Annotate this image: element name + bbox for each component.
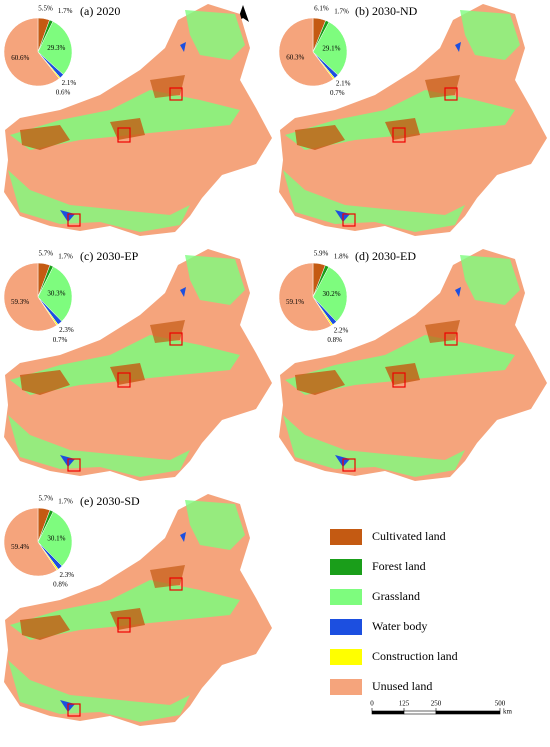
pie-slice — [3, 17, 60, 87]
legend-swatch — [330, 679, 362, 695]
panel-title: (c) 2030-EP — [80, 249, 139, 263]
legend-label: Construction land — [372, 649, 458, 663]
pie-label: 2.3% — [59, 571, 74, 579]
pie-slice — [312, 266, 348, 322]
pie-label: 5.5% — [38, 4, 53, 12]
pie-slice — [278, 262, 332, 332]
scale-label: 125 — [399, 700, 410, 708]
pie-label: 0.7% — [330, 89, 345, 97]
pie-label: 1.8% — [334, 253, 349, 261]
pie-slice — [37, 266, 73, 322]
pie-label: 1.7% — [58, 497, 73, 505]
scale-unit: km — [503, 708, 513, 716]
legend-label: Forest land — [372, 559, 426, 573]
scale-segment — [403, 710, 437, 715]
pie-slice — [3, 507, 58, 577]
panel-title: (e) 2030-SD — [80, 494, 140, 508]
pie-label: 30.2% — [322, 290, 340, 298]
pie-label: 59.3% — [11, 298, 29, 306]
panel-title: (a) 2020 — [80, 4, 120, 18]
pie-label: 59.1% — [286, 298, 304, 306]
legend-swatch — [330, 589, 362, 605]
pie-slice — [37, 21, 73, 75]
pie-label: 60.6% — [11, 54, 29, 62]
panel: (d) 2030-ED 5.9% 1.8% 30.2% 2.2%0.8% 59.1% — [278, 248, 548, 482]
pie-label: 5.7% — [39, 249, 54, 257]
pie-label: 59.4% — [11, 543, 29, 551]
pie-label: 2.3% — [59, 326, 74, 334]
panel: (a) 2020 5.5% 1.7% 29.3% 2.1%0.6% 60.6% — [3, 3, 273, 237]
pie-label: 0.6% — [56, 88, 71, 96]
legend-label: Unused land — [372, 679, 432, 693]
pie-label: 30.3% — [47, 290, 65, 298]
pie-slice — [37, 511, 73, 567]
pie-label: 0.8% — [53, 581, 68, 589]
scale-segment — [435, 710, 501, 715]
panel: (e) 2030-SD 5.7% 1.7% 30.1% 2.3% 0.8% 59.4% — [3, 493, 273, 727]
scale-label: 500 — [495, 700, 506, 708]
pie-label: 0.8% — [327, 336, 342, 344]
legend-swatch — [330, 529, 362, 545]
pie-label: 2.1% — [336, 80, 351, 88]
pie-label: 60.3% — [286, 54, 304, 62]
panel: (b) 2030-ND 6.1% 1.7% 29.1% 2.1%0.7% 60.3% — [278, 3, 548, 237]
legend-swatch — [330, 559, 362, 575]
pie-label: 0.7% — [53, 336, 68, 344]
pie-label: 1.7% — [58, 252, 73, 260]
pie-label: 1.7% — [334, 8, 349, 16]
panel-title: (d) 2030-ED — [355, 249, 416, 263]
legend-label: Water body — [372, 619, 427, 633]
scale-label: 250 — [431, 700, 442, 708]
panel-title: (b) 2030-ND — [355, 4, 418, 18]
pie-label: 1.7% — [58, 7, 73, 15]
legend-label: Grassland — [372, 589, 420, 603]
legend-swatch — [330, 649, 362, 665]
pie-slice — [278, 17, 334, 87]
pie-slice — [312, 21, 348, 76]
pie-label: 5.7% — [39, 494, 54, 502]
pie-label: 2.1% — [62, 79, 77, 87]
pie-label: 29.1% — [322, 45, 340, 53]
legend-swatch — [330, 619, 362, 635]
pie-label: 6.1% — [314, 4, 329, 12]
scale-segment — [371, 710, 405, 715]
pie-label: 2.2% — [334, 327, 349, 335]
pie-label: 29.3% — [47, 44, 65, 52]
legend-label: Cultivated land — [372, 529, 446, 543]
panel: (c) 2030-EP 5.7% 1.7% 30.3% 2.3% 0.7% 59.3% — [3, 248, 273, 482]
scale-label: 0 — [370, 700, 374, 708]
pie-label: 5.9% — [314, 249, 329, 257]
pie-label: 30.1% — [47, 535, 65, 543]
pie-slice — [3, 262, 58, 332]
